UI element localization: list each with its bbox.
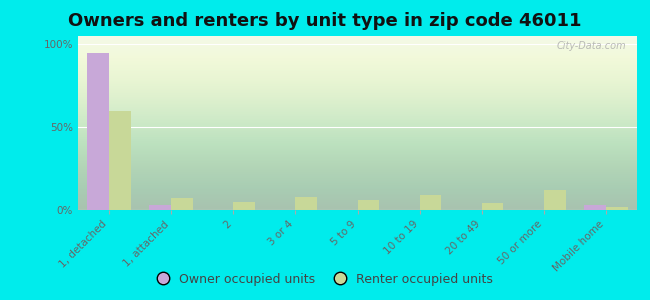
Bar [482, 203, 504, 210]
Bar [358, 200, 379, 210]
Text: Owners and renters by unit type in zip code 46011: Owners and renters by unit type in zip c… [68, 12, 582, 30]
Bar [420, 195, 441, 210]
Bar [150, 205, 171, 210]
Bar [109, 111, 131, 210]
Bar [233, 202, 255, 210]
Legend: Owner occupied units, Renter occupied units: Owner occupied units, Renter occupied un… [151, 268, 499, 291]
Text: City-Data.com: City-Data.com [556, 41, 626, 51]
Bar [295, 197, 317, 210]
Bar [544, 190, 566, 210]
Bar [87, 52, 109, 210]
Bar [171, 198, 193, 210]
Bar [606, 207, 628, 210]
Bar [584, 205, 606, 210]
